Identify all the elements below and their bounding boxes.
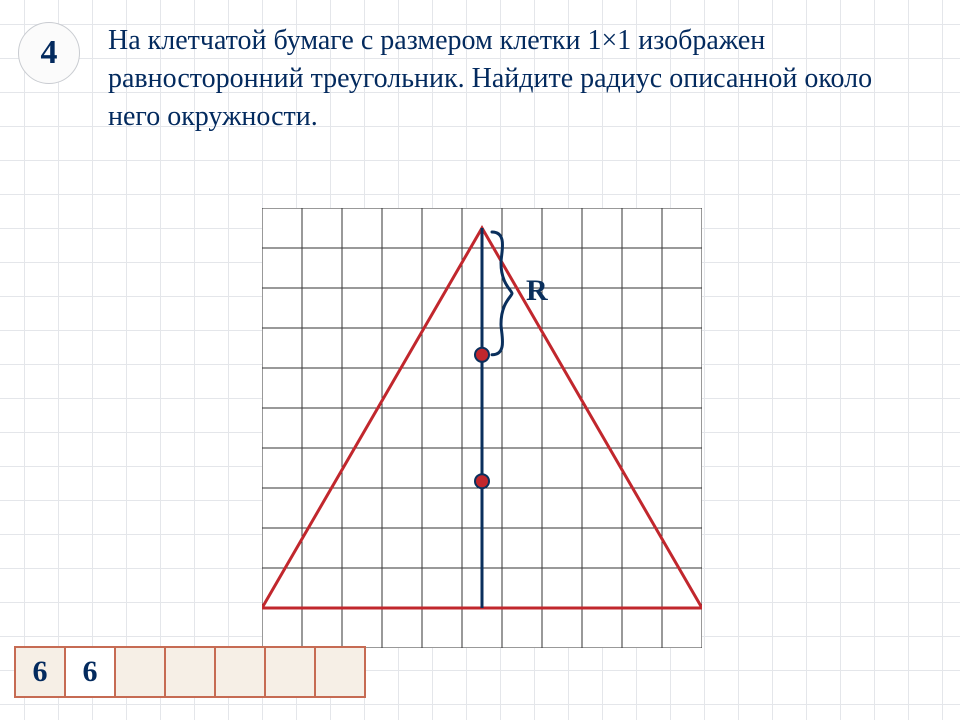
answer-cell bbox=[166, 648, 216, 696]
answer-cell: 6 bbox=[16, 648, 66, 696]
problem-text: На клетчатой бумаге с размером клетки 1×… bbox=[108, 22, 920, 135]
answer-strip: 66 bbox=[14, 646, 366, 698]
page: 4 На клетчатой бумаге с размером клетки … bbox=[0, 0, 960, 720]
answer-cell bbox=[116, 648, 166, 696]
answer-cell bbox=[216, 648, 266, 696]
geometry-figure: R bbox=[262, 208, 702, 653]
answer-cell bbox=[266, 648, 316, 696]
problem-number: 4 bbox=[41, 34, 58, 72]
problem-number-badge: 4 bbox=[18, 22, 80, 84]
figure-svg: R bbox=[262, 208, 702, 648]
answer-cell bbox=[316, 648, 364, 696]
answer-cell: 6 bbox=[66, 648, 116, 696]
svg-text:R: R bbox=[526, 274, 548, 307]
